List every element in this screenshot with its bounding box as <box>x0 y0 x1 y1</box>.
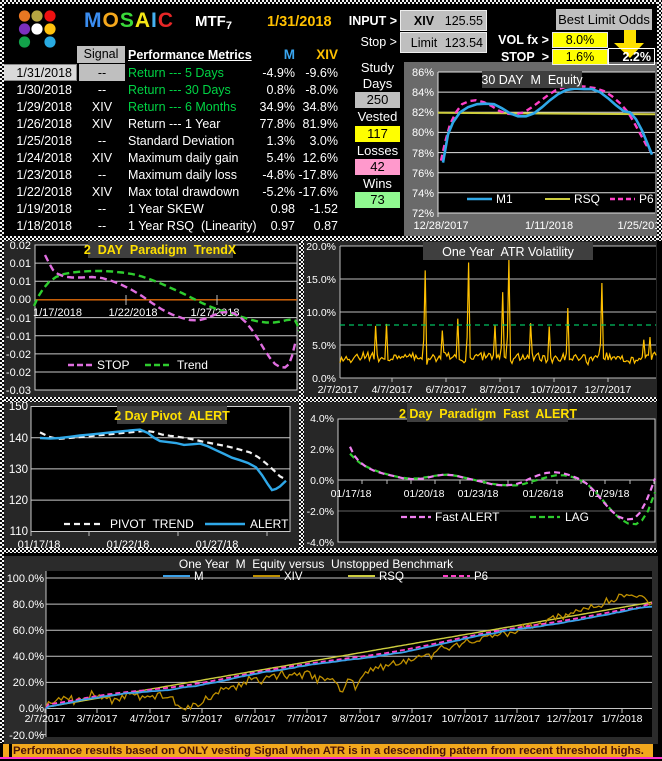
svg-text:4/7/2017: 4/7/2017 <box>130 713 171 725</box>
svg-text:01/20/18: 01/20/18 <box>404 488 445 500</box>
svg-text:4.0%: 4.0% <box>310 413 334 425</box>
svg-text:60.0%: 60.0% <box>13 625 44 637</box>
svg-text:M: M <box>194 571 204 583</box>
svg-text:84%: 84% <box>412 87 434 99</box>
svg-text:72%: 72% <box>412 208 434 220</box>
svg-text:One Year ATR Volatility: One Year ATR Volatility <box>442 245 575 259</box>
svg-text:6/7/2017: 6/7/2017 <box>426 384 467 396</box>
svg-text:12/28/2017: 12/28/2017 <box>413 220 468 232</box>
svg-text:01/29/18: 01/29/18 <box>589 488 630 500</box>
svg-text:M1: M1 <box>496 192 513 206</box>
svg-text:11/7/2017: 11/7/2017 <box>494 713 540 725</box>
svg-text:2 DAY Paradigm TrendX: 2 DAY Paradigm TrendX <box>84 243 237 257</box>
svg-text:12/7/2017: 12/7/2017 <box>547 713 594 725</box>
svg-text:20.0%: 20.0% <box>13 677 44 689</box>
svg-text:1/7/2018: 1/7/2018 <box>602 713 643 725</box>
svg-text:-0.01: -0.01 <box>6 313 31 325</box>
svg-text:1/22/2018: 1/22/2018 <box>109 307 158 319</box>
svg-text:3/7/2017: 3/7/2017 <box>77 713 118 725</box>
svg-text:10/7/2017: 10/7/2017 <box>442 713 489 725</box>
svg-text:-20.0%: -20.0% <box>9 730 44 742</box>
svg-text:40.0%: 40.0% <box>13 651 44 663</box>
svg-text:8/7/2017: 8/7/2017 <box>340 713 381 725</box>
svg-text:2/7/2017: 2/7/2017 <box>318 384 359 396</box>
svg-text:76%: 76% <box>412 168 434 180</box>
svg-text:-0.01: -0.01 <box>6 331 31 343</box>
svg-text:Fast ALERT: Fast ALERT <box>435 510 500 524</box>
svg-text:0.0%: 0.0% <box>19 703 44 715</box>
svg-text:-0.02: -0.02 <box>6 367 31 379</box>
svg-text:RSQ: RSQ <box>379 571 404 583</box>
svg-text:30 DAY M Equity: 30 DAY M Equity <box>481 73 583 87</box>
svg-text:9/7/2017: 9/7/2017 <box>392 713 433 725</box>
svg-text:1/11/2018: 1/11/2018 <box>525 220 573 232</box>
svg-text:140: 140 <box>9 433 28 445</box>
svg-text:RSQ: RSQ <box>574 192 600 206</box>
svg-text:4/7/2017: 4/7/2017 <box>372 384 413 396</box>
svg-text:ALERT: ALERT <box>250 517 289 531</box>
svg-text:80.0%: 80.0% <box>13 599 44 611</box>
svg-text:XIV: XIV <box>284 571 303 583</box>
svg-text:0.01: 0.01 <box>10 258 31 270</box>
svg-text:80%: 80% <box>412 127 434 139</box>
svg-text:8/7/2017: 8/7/2017 <box>480 384 521 396</box>
svg-text:P6: P6 <box>474 571 488 583</box>
svg-text:74%: 74% <box>412 188 434 200</box>
svg-text:100.0%: 100.0% <box>7 573 45 585</box>
svg-text:01/23/18: 01/23/18 <box>458 488 499 500</box>
svg-text:-4.0%: -4.0% <box>307 537 334 549</box>
svg-text:LAG: LAG <box>565 510 589 524</box>
svg-text:2 Day Paradigm Fast ALERT: 2 Day Paradigm Fast ALERT <box>399 407 577 421</box>
svg-text:1/17/2018: 1/17/2018 <box>33 307 82 319</box>
svg-text:78%: 78% <box>412 148 434 160</box>
svg-text:0.0%: 0.0% <box>310 475 334 487</box>
svg-text:1/27/2018: 1/27/2018 <box>191 307 240 319</box>
svg-text:15.0%: 15.0% <box>306 274 336 286</box>
svg-text:-0.02: -0.02 <box>6 349 31 361</box>
svg-text:150: 150 <box>9 401 28 413</box>
svg-text:1/25/2018: 1/25/2018 <box>618 220 662 232</box>
svg-text:5.0%: 5.0% <box>312 340 336 352</box>
svg-text:2 Day Pivot ALERT: 2 Day Pivot ALERT <box>114 409 230 423</box>
svg-text:0.0%: 0.0% <box>312 373 336 385</box>
svg-text:-0.03: -0.03 <box>6 385 31 397</box>
svg-text:20.0%: 20.0% <box>306 241 336 253</box>
svg-text:82%: 82% <box>412 107 434 119</box>
svg-text:01/17/18: 01/17/18 <box>331 488 372 500</box>
svg-text:One Year M Equity versus Un: One Year M Equity versus Unstopped Bench… <box>179 557 454 571</box>
svg-text:01/26/18: 01/26/18 <box>523 488 564 500</box>
svg-text:0.00: 0.00 <box>10 294 31 306</box>
svg-text:P6: P6 <box>639 192 654 206</box>
svg-text:110: 110 <box>10 526 28 538</box>
svg-text:Trend: Trend <box>177 358 208 372</box>
svg-text:0.02: 0.02 <box>10 240 31 252</box>
svg-text:7/7/2017: 7/7/2017 <box>287 713 328 725</box>
svg-text:12/7/2017: 12/7/2017 <box>585 384 632 396</box>
svg-text:5/7/2017: 5/7/2017 <box>182 713 223 725</box>
svg-text:2/7/2017: 2/7/2017 <box>25 713 66 725</box>
svg-text:10/7/2017: 10/7/2017 <box>531 384 578 396</box>
svg-text:-2.0%: -2.0% <box>307 506 334 518</box>
svg-text:86%: 86% <box>412 67 434 79</box>
svg-text:120: 120 <box>9 495 28 507</box>
svg-text:0.01: 0.01 <box>10 276 31 288</box>
svg-text:10.0%: 10.0% <box>306 307 336 319</box>
svg-text:STOP: STOP <box>97 358 129 372</box>
svg-text:2.0%: 2.0% <box>310 444 334 456</box>
svg-text:130: 130 <box>9 464 28 476</box>
svg-text:PIVOT TREND: PIVOT TREND <box>110 517 194 531</box>
svg-text:6/7/2017: 6/7/2017 <box>235 713 276 725</box>
